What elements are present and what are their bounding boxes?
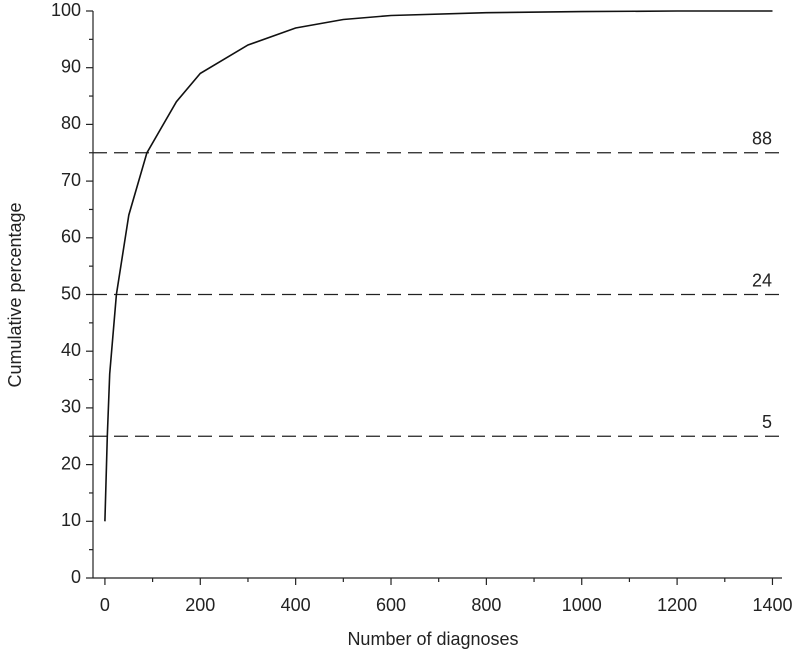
curve: [104, 10, 773, 522]
x-axis-title: Number of diagnoses: [347, 629, 518, 649]
reference-label: 88: [752, 129, 772, 149]
y-tick-label: 30: [61, 397, 81, 417]
x-tick-label: 200: [185, 595, 215, 615]
x-tick-label: 0: [100, 595, 110, 615]
y-tick-label: 70: [61, 170, 81, 190]
y-axis-title: Cumulative percentage: [5, 202, 25, 387]
x-tick-label: 400: [281, 595, 311, 615]
y-tick-label: 50: [61, 283, 81, 303]
x-tick-label: 600: [376, 595, 406, 615]
y-tick-label: 0: [71, 567, 81, 587]
y-tick-label: 80: [61, 113, 81, 133]
x-tick-label: 800: [471, 595, 501, 615]
x-tick-label: 1400: [752, 595, 792, 615]
x-tick-label: 1200: [657, 595, 697, 615]
y-tick-label: 90: [61, 56, 81, 76]
y-tick-label: 60: [61, 227, 81, 247]
y-tick-label: 100: [51, 0, 81, 20]
y-tick-label: 20: [61, 453, 81, 473]
reference-label: 24: [752, 270, 772, 290]
x-tick-label: 1000: [562, 595, 602, 615]
y-tick-label: 10: [61, 510, 81, 530]
y-tick-label: 40: [61, 340, 81, 360]
reference-label: 5: [762, 412, 772, 432]
